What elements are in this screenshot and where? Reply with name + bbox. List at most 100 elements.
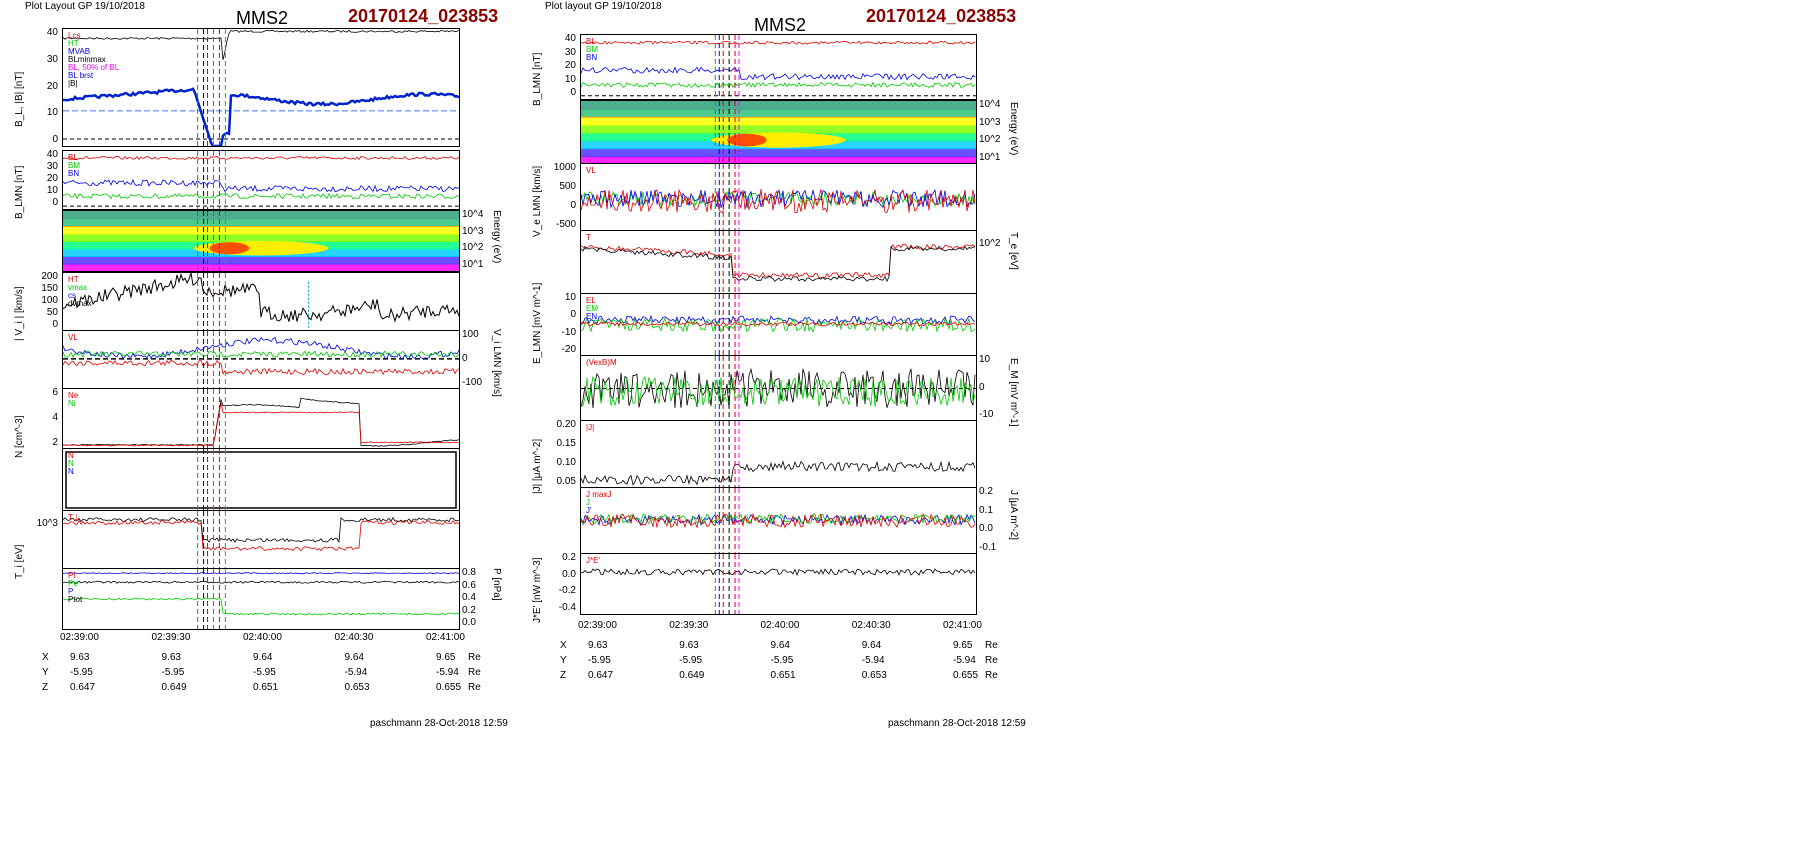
y-tick-label: 0 (52, 319, 58, 330)
ephemeris-value: 9.63 (161, 652, 181, 663)
y-tick-label-right: -0.1 (979, 542, 997, 553)
y-axis-label: | V_i | [km/s] (14, 286, 25, 341)
ephemeris-value: 9.65 (436, 652, 456, 663)
spectrogram-band (581, 116, 976, 126)
y-tick-label: 40 (564, 33, 576, 44)
y-tick-label: 500 (559, 181, 576, 192)
y-axis-label-right: Energy (eV) (1008, 101, 1019, 155)
y-axis-label: |J| [μA m^-2] (532, 438, 543, 494)
y-axis-label: B_L, |B| [nT] (14, 71, 25, 127)
y-tick-label: 10 (46, 107, 58, 119)
spectrogram-hotspot (209, 242, 250, 255)
ephemeris-value: 0.649 (161, 682, 187, 693)
legend-item: BL (68, 153, 78, 162)
legend-item: MVAB (68, 47, 91, 56)
y-tick-label: -0.4 (558, 602, 576, 613)
panel-R7 (580, 420, 977, 489)
y-tick-label: 10 (46, 185, 58, 196)
y-tick-label-right: -10 (979, 409, 994, 420)
data-series-line (581, 375, 976, 407)
normal-frame (65, 451, 457, 509)
y-tick-label: 0.10 (556, 457, 576, 468)
data-series-line (63, 359, 459, 376)
legend-item: BL, 50% of BL (68, 63, 120, 72)
panel-L6 (62, 388, 460, 450)
ephemeris-value: 0.647 (588, 670, 614, 681)
left-spacecraft-title: MMS2 (236, 8, 289, 28)
y-tick-label: 4 (52, 412, 58, 423)
legend-item: EN (586, 312, 598, 321)
y-tick-label: -20 (561, 344, 576, 355)
y-tick-label: -10 (561, 326, 576, 338)
data-series-line (63, 87, 459, 146)
legend-item: cs (68, 291, 76, 300)
y-axis-label-right: J [μA m^-2] (1008, 490, 1019, 540)
legend-item: T⊥ (68, 513, 80, 522)
legend-item: VL (586, 166, 596, 175)
data-series-line (581, 460, 976, 486)
ephemeris-value: 9.64 (344, 652, 364, 663)
legend-item: VL (68, 333, 78, 342)
panel-plot-R3 (581, 164, 976, 231)
panel-L2 (62, 150, 460, 210)
y-axis-label: B_LMN [nT] (532, 52, 543, 106)
data-series-line (63, 350, 459, 359)
ephemeris-value: 9.63 (588, 640, 608, 651)
legend-item: BM (586, 45, 598, 54)
panel-plot-L1 (63, 29, 459, 146)
panel-plot-R5 (581, 294, 976, 356)
y-tick-label: 0.2 (562, 552, 576, 563)
panel-R4 (580, 230, 977, 295)
legend-item: Ptot (68, 595, 83, 604)
y-axis-label: B_LMN [nT] (14, 165, 25, 219)
y-axis-label: V_e LMN [km/s] (532, 165, 543, 237)
time-tick-label: 02:39:30 (151, 632, 191, 643)
panel-R3 (580, 163, 977, 232)
y-axis-label: T_i [eV] (14, 544, 25, 579)
data-series-line (63, 516, 459, 544)
data-series-line (63, 572, 459, 575)
legend-item: BM (68, 161, 80, 170)
y-tick-label-right: 10 (979, 354, 991, 365)
legend-item: N (68, 467, 74, 476)
ephemeris-unit: Re (985, 640, 998, 651)
panel-L8 (62, 510, 460, 570)
legend-item: BN (68, 169, 80, 178)
y-tick-label: 0 (570, 200, 576, 211)
y-tick-label: 0.05 (556, 476, 576, 487)
ephemeris-value: 0.655 (953, 670, 979, 681)
panel-plot-L7 (65, 449, 457, 511)
time-tick-label: 02:41:00 (943, 620, 982, 631)
data-series-line (581, 568, 976, 577)
y-axis-label-right: T_e [eV] (1008, 231, 1019, 270)
spectrogram-band (63, 263, 459, 271)
ephemeris-value: -5.95 (588, 655, 611, 666)
legend-item: J' (586, 506, 592, 515)
y-tick-label: 100 (41, 295, 58, 306)
panel-plot-R1 (581, 35, 976, 99)
spectrogram-band (63, 233, 459, 242)
panel-plot-L8 (63, 511, 459, 569)
panel-R1 (580, 34, 977, 100)
y-tick-label-right: 10^4 (462, 209, 484, 220)
y-tick-label: 20 (564, 60, 576, 71)
data-series-line (63, 402, 459, 447)
y-axis-label-right: Energy (eV) (491, 210, 502, 264)
time-tick-label: 02:40:00 (760, 620, 800, 631)
ephemeris-value: 9.64 (861, 640, 882, 651)
panel-plot-L6 (63, 389, 459, 449)
y-axis-label-right: E_M [mV m^-1] (1008, 357, 1019, 427)
legend-item: J maxJ (586, 490, 612, 499)
y-tick-label-right: 10^4 (979, 99, 1001, 110)
y-tick-label: 6 (52, 387, 58, 398)
panel-R9 (580, 553, 977, 615)
data-series-line (581, 314, 976, 326)
legend-item: |B| (68, 79, 78, 88)
y-tick-label: 10 (564, 292, 576, 303)
spectrogram-band (581, 101, 976, 117)
ephemeris-value: -5.94 (861, 655, 885, 666)
panel-plot-L2 (63, 151, 459, 209)
ephemeris-value: 9.65 (953, 640, 973, 651)
y-axis-label: N [cm^-3] (14, 415, 25, 458)
legend-item: J (586, 498, 590, 507)
